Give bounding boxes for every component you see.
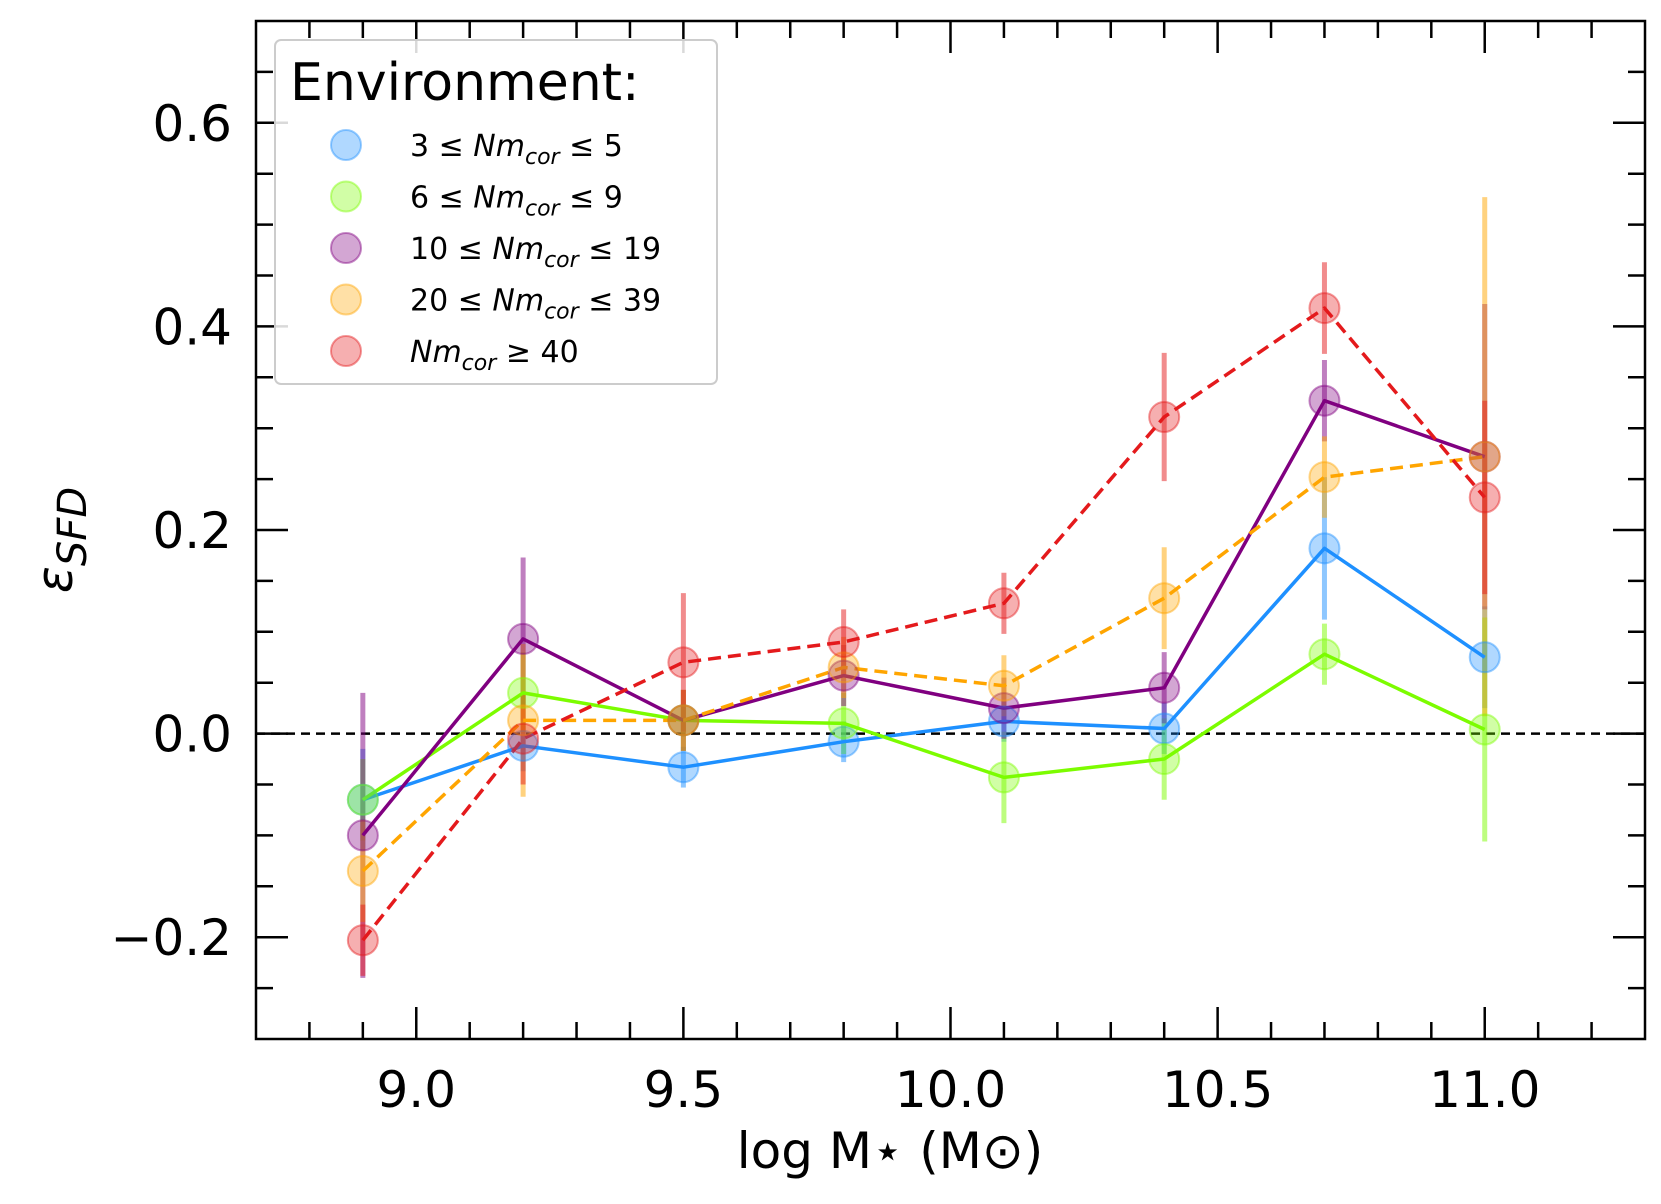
series-4-point xyxy=(1308,461,1341,494)
legend-marker-5 xyxy=(330,335,362,367)
series-2-point xyxy=(1308,638,1341,671)
legend-label-1: 3 ≤ Nmcor ≤ 5 xyxy=(410,129,623,170)
x-tick-label: 10.0 xyxy=(895,1061,1006,1119)
series-1-point xyxy=(1148,712,1181,745)
x-tick-label: 9.5 xyxy=(644,1061,724,1119)
legend-title: Environment: xyxy=(290,53,640,113)
series-4-point xyxy=(987,669,1020,702)
y-tick-label: 0.0 xyxy=(152,706,232,764)
y-axis-label-symbol: ε xyxy=(26,566,84,593)
series-3-point xyxy=(1148,671,1181,704)
legend-marker-1 xyxy=(330,129,362,161)
legend: Environment: 3 ≤ Nmcor ≤ 5 6 ≤ Nmcor ≤ 9 1… xyxy=(274,39,718,385)
series-5-point xyxy=(1468,481,1501,514)
series-2-point xyxy=(827,707,860,740)
series-5-point xyxy=(827,625,860,658)
legend-marker-2 xyxy=(330,180,362,213)
y-axis-label: εSFD xyxy=(26,487,96,593)
plot-frame xyxy=(254,19,1647,1041)
x-axis-label: log M⋆ (M⊙) xyxy=(737,1122,1044,1180)
series-5-point xyxy=(987,587,1020,620)
series-3-point xyxy=(507,622,540,655)
series-3-point xyxy=(346,819,379,852)
series-5-point xyxy=(1308,292,1341,325)
series-4-point xyxy=(507,704,540,737)
series-1-point xyxy=(346,783,379,816)
y-tick-label: 0.2 xyxy=(152,502,232,560)
series-2-point xyxy=(1468,713,1501,746)
series-1-point xyxy=(507,729,540,762)
series-4-point xyxy=(667,704,700,737)
series-3-point xyxy=(827,659,860,692)
legend-label-3: 10 ≤ Nmcor ≤ 19 xyxy=(410,232,661,273)
series-markers xyxy=(346,292,1501,957)
legend-marker-3 xyxy=(330,232,362,264)
series-lines xyxy=(361,306,1487,942)
legend-marker-4 xyxy=(330,283,362,316)
legend-label-2: 6 ≤ Nmcor ≤ 9 xyxy=(410,181,623,222)
legend-box xyxy=(274,39,718,385)
series-layer xyxy=(346,197,1501,978)
series-3-point xyxy=(1308,384,1341,417)
x-tick-label: 10.5 xyxy=(1162,1061,1273,1119)
series-line-1 xyxy=(362,546,1486,802)
svg-text:εSFD: εSFD xyxy=(26,487,96,593)
series-3-point xyxy=(987,692,1020,725)
legend-items: 3 ≤ Nmcor ≤ 5 6 ≤ Nmcor ≤ 9 10 ≤ Nmcor ≤ 1… xyxy=(330,129,661,376)
series-2-point xyxy=(507,676,540,709)
series-4-point xyxy=(346,855,379,888)
series-3-point xyxy=(667,704,700,737)
series-1-point xyxy=(1468,641,1501,674)
series-5-point xyxy=(507,722,540,755)
series-line-2 xyxy=(361,652,1486,802)
series-5-point xyxy=(346,924,379,957)
ticks-layer: 9.0 9.5 10.0 10.5 11.0 −0.2 0.0 0.2 0.4 0.6 xyxy=(111,21,1645,1119)
x-tick-label: 9.0 xyxy=(377,1061,457,1119)
y-tick-label: −0.2 xyxy=(111,909,232,967)
series-2-point xyxy=(1148,743,1181,776)
series-2-point xyxy=(987,761,1020,794)
series-4-point xyxy=(827,651,860,684)
series-4-point xyxy=(1468,440,1501,473)
y-tick-label: 0.4 xyxy=(152,298,232,356)
series-4-point xyxy=(1148,582,1181,615)
series-3-point xyxy=(1468,440,1501,473)
x-tick-label: 11.0 xyxy=(1429,1061,1540,1119)
series-1-point xyxy=(987,705,1020,738)
y-tick-label: 0.6 xyxy=(152,95,232,153)
series-2-point xyxy=(346,783,379,816)
series-1-point xyxy=(667,751,700,784)
series-5-point xyxy=(1148,401,1181,434)
series-1-point xyxy=(827,725,860,758)
legend-label-4: 20 ≤ Nmcor ≤ 39 xyxy=(410,284,661,325)
series-line-5 xyxy=(361,306,1487,942)
y-axis-label-subscript: SFD xyxy=(50,487,96,566)
series-5-point xyxy=(667,646,700,679)
series-2-point xyxy=(667,704,700,737)
legend-label-5: Nmcor ≥ 40 xyxy=(410,335,579,376)
series-line-3 xyxy=(361,398,1486,837)
series-line-4 xyxy=(361,454,1485,873)
series-1-point xyxy=(1308,532,1341,565)
